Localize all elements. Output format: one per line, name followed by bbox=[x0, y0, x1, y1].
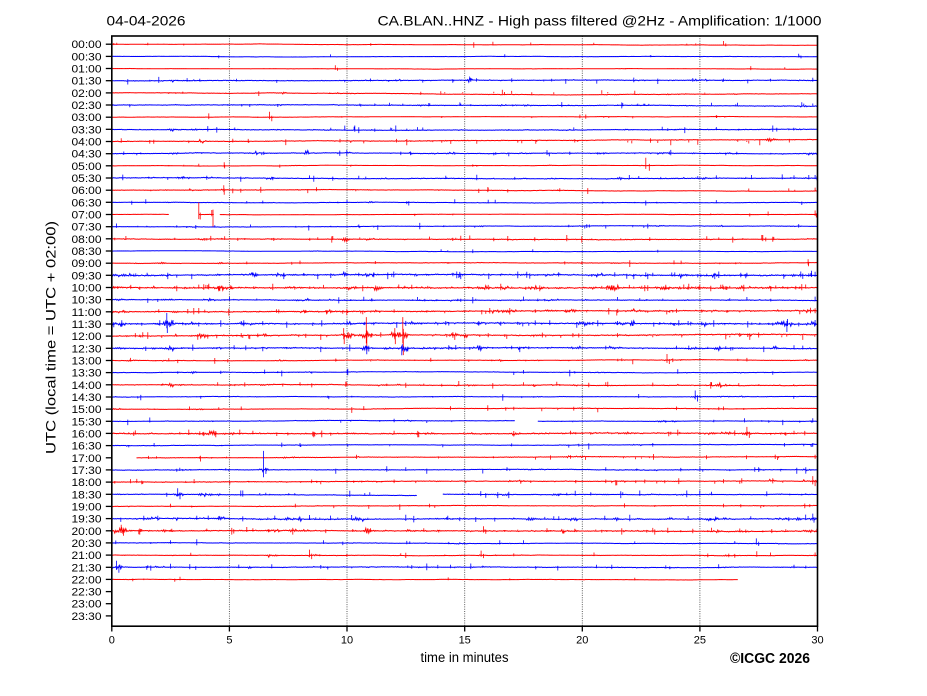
svg-text:09:30: 09:30 bbox=[72, 270, 102, 282]
svg-text:08:30: 08:30 bbox=[72, 246, 102, 258]
svg-text:10:30: 10:30 bbox=[72, 295, 102, 307]
svg-text:16:00: 16:00 bbox=[72, 428, 102, 440]
svg-text:05:30: 05:30 bbox=[72, 173, 102, 185]
svg-text:UTC (local time = UTC + 02:00): UTC (local time = UTC + 02:00) bbox=[44, 221, 59, 454]
svg-text:12:00: 12:00 bbox=[72, 331, 102, 343]
svg-text:18:00: 18:00 bbox=[72, 477, 102, 489]
svg-text:00:00: 00:00 bbox=[72, 39, 102, 51]
svg-text:©ICGC 2026: ©ICGC 2026 bbox=[730, 651, 810, 667]
svg-text:20:30: 20:30 bbox=[72, 538, 102, 550]
svg-text:09:00: 09:00 bbox=[72, 258, 102, 270]
svg-text:17:00: 17:00 bbox=[72, 453, 102, 465]
svg-text:15:30: 15:30 bbox=[72, 416, 102, 428]
svg-text:CA.BLAN..HNZ - High pass filte: CA.BLAN..HNZ - High pass filtered @2Hz -… bbox=[378, 13, 822, 29]
svg-text:04:30: 04:30 bbox=[72, 149, 102, 161]
svg-text:03:30: 03:30 bbox=[72, 124, 102, 136]
svg-text:03:00: 03:00 bbox=[72, 112, 102, 124]
svg-text:12:30: 12:30 bbox=[72, 343, 102, 355]
svg-text:18:30: 18:30 bbox=[72, 489, 102, 501]
svg-text:15:00: 15:00 bbox=[72, 404, 102, 416]
svg-text:11:30: 11:30 bbox=[72, 319, 102, 331]
svg-text:21:30: 21:30 bbox=[72, 562, 102, 574]
svg-text:15: 15 bbox=[459, 635, 471, 647]
svg-text:20:00: 20:00 bbox=[72, 526, 102, 538]
svg-text:20: 20 bbox=[576, 635, 588, 647]
svg-text:10: 10 bbox=[341, 635, 353, 647]
svg-text:07:30: 07:30 bbox=[72, 222, 102, 234]
svg-text:25: 25 bbox=[694, 635, 706, 647]
svg-text:23:00: 23:00 bbox=[72, 599, 102, 611]
svg-text:06:00: 06:00 bbox=[72, 185, 102, 197]
svg-text:01:30: 01:30 bbox=[72, 76, 102, 88]
svg-text:02:00: 02:00 bbox=[72, 88, 102, 100]
svg-text:06:30: 06:30 bbox=[72, 197, 102, 209]
svg-text:08:00: 08:00 bbox=[72, 234, 102, 246]
svg-text:22:00: 22:00 bbox=[72, 574, 102, 586]
svg-text:14:30: 14:30 bbox=[72, 392, 102, 404]
svg-text:13:00: 13:00 bbox=[72, 356, 102, 368]
svg-text:04-04-2026: 04-04-2026 bbox=[107, 13, 186, 29]
svg-text:21:00: 21:00 bbox=[72, 550, 102, 562]
svg-text:23:30: 23:30 bbox=[72, 611, 102, 623]
svg-text:16:30: 16:30 bbox=[72, 441, 102, 453]
svg-text:14:00: 14:00 bbox=[72, 380, 102, 392]
svg-text:5: 5 bbox=[226, 635, 232, 647]
svg-text:05:00: 05:00 bbox=[72, 161, 102, 173]
svg-text:19:30: 19:30 bbox=[72, 514, 102, 526]
svg-text:22:30: 22:30 bbox=[72, 587, 102, 599]
svg-text:13:30: 13:30 bbox=[72, 368, 102, 380]
svg-text:02:30: 02:30 bbox=[72, 100, 102, 112]
svg-text:11:00: 11:00 bbox=[72, 307, 102, 319]
svg-text:time in minutes: time in minutes bbox=[421, 650, 509, 665]
svg-text:30: 30 bbox=[811, 635, 823, 647]
svg-text:17:30: 17:30 bbox=[72, 465, 102, 477]
svg-text:04:00: 04:00 bbox=[72, 137, 102, 149]
svg-text:01:00: 01:00 bbox=[72, 64, 102, 76]
svg-text:00:30: 00:30 bbox=[72, 51, 102, 63]
svg-text:10:00: 10:00 bbox=[72, 283, 102, 295]
svg-text:07:00: 07:00 bbox=[72, 210, 102, 222]
svg-text:0: 0 bbox=[109, 635, 115, 647]
svg-text:19:00: 19:00 bbox=[72, 501, 102, 513]
